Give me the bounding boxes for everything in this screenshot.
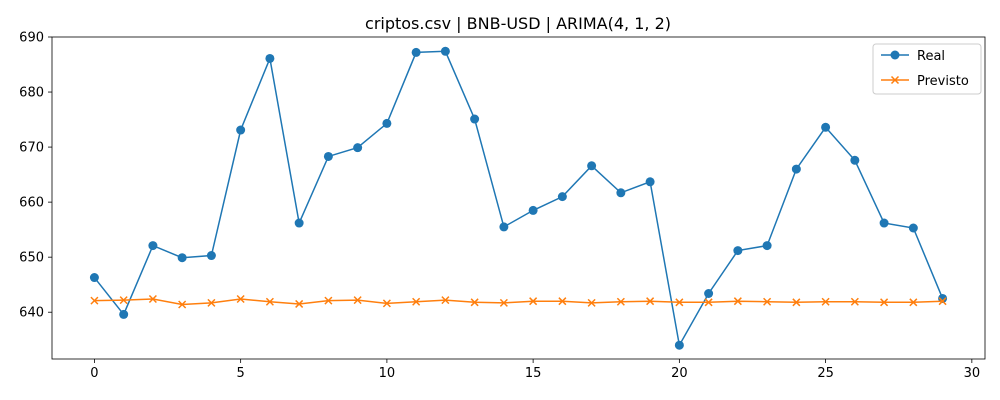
data-point-real	[616, 188, 626, 198]
data-point-previsto	[646, 297, 655, 306]
data-point-real	[119, 309, 129, 319]
data-point-real	[850, 155, 860, 165]
y-tick-label: 650	[19, 251, 44, 266]
x-tick-label: 20	[671, 366, 688, 381]
data-point-previsto	[587, 298, 596, 307]
data-point-real	[908, 223, 918, 233]
x-tick-label: 30	[964, 366, 981, 381]
data-point-previsto	[529, 297, 538, 306]
data-point-real	[733, 246, 743, 256]
y-tick-label: 680	[19, 86, 44, 101]
data-point-real	[762, 241, 772, 251]
data-point-previsto	[324, 296, 333, 305]
data-point-real	[353, 143, 363, 153]
data-point-previsto	[763, 297, 772, 306]
legend-label-real: Real	[917, 49, 945, 64]
data-point-real	[177, 253, 187, 263]
data-point-real	[411, 47, 421, 57]
data-point-previsto	[148, 294, 157, 304]
legend-label-previsto: Previsto	[917, 74, 969, 89]
data-point-real	[470, 114, 480, 124]
data-point-real	[265, 53, 275, 63]
x-tick-label: 25	[817, 366, 834, 381]
data-point-previsto	[178, 300, 187, 309]
data-point-previsto	[90, 296, 99, 305]
data-point-previsto	[441, 296, 450, 305]
series-line-real	[93, 50, 944, 348]
data-point-real	[791, 164, 801, 174]
data-point-real	[382, 118, 392, 128]
data-point-real	[557, 192, 567, 202]
data-point-real	[323, 151, 333, 161]
data-point-real	[206, 251, 216, 261]
axes-frame	[51, 36, 986, 360]
data-point-real	[440, 46, 450, 56]
data-point-real	[645, 177, 655, 187]
data-point-previsto	[880, 298, 889, 307]
y-tick-label: 640	[19, 306, 44, 321]
data-point-previsto	[412, 297, 421, 306]
data-point-previsto	[675, 298, 684, 307]
data-point-previsto	[353, 296, 362, 305]
data-point-real	[821, 122, 831, 132]
x-tick-label: 15	[525, 366, 542, 381]
data-point-previsto	[382, 299, 391, 308]
data-point-real	[704, 288, 714, 298]
legend-item-real: Real	[881, 49, 945, 64]
data-point-previsto	[792, 298, 801, 307]
data-point-previsto	[236, 294, 245, 304]
series-line-previsto	[94, 298, 943, 306]
data-point-previsto	[704, 298, 713, 307]
y-tick-label: 660	[19, 196, 44, 211]
data-point-real	[148, 241, 158, 251]
legend-item-previsto: Previsto	[881, 74, 969, 89]
data-point-previsto	[499, 298, 508, 307]
legend-marker-real	[890, 50, 900, 60]
data-point-real	[89, 273, 99, 283]
data-point-previsto	[821, 297, 830, 306]
data-point-previsto	[558, 297, 567, 306]
data-point-previsto	[616, 297, 625, 306]
data-point-previsto	[938, 297, 947, 306]
legend-box	[872, 43, 982, 95]
data-point-previsto	[850, 297, 859, 306]
legend-marker-previsto	[890, 75, 900, 85]
data-point-previsto	[733, 297, 742, 306]
data-point-real	[236, 125, 246, 135]
data-point-real	[879, 218, 889, 228]
data-point-real	[587, 161, 597, 171]
x-tick-label: 10	[379, 366, 396, 381]
data-point-previsto	[295, 299, 304, 308]
data-point-previsto	[207, 298, 216, 307]
y-tick-label: 670	[19, 141, 44, 156]
data-point-previsto	[909, 298, 918, 307]
data-point-real	[674, 340, 684, 350]
data-point-real	[528, 205, 538, 215]
chart-title: criptos.csv | BNB-USD | ARIMA(4, 1, 2)	[365, 14, 671, 33]
x-tick-label: 0	[90, 366, 98, 381]
y-tick-label: 690	[19, 31, 44, 46]
data-point-real	[294, 218, 304, 228]
data-point-previsto	[119, 296, 128, 305]
legend: Real Previsto	[872, 43, 982, 95]
x-tick-label: 5	[237, 366, 245, 381]
axes: 0 5 10 15 20 25 30 640 650 660 670 680 690	[19, 31, 986, 381]
data-point-real	[499, 222, 509, 232]
data-point-previsto	[470, 298, 479, 307]
plot-area	[89, 46, 948, 350]
data-point-previsto	[265, 297, 274, 306]
